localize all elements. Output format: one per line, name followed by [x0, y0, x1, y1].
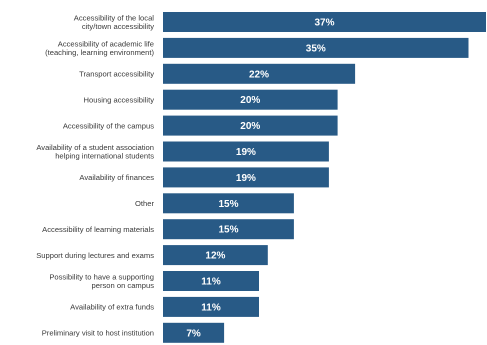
category-label-11: Availability of extra funds: [70, 303, 154, 312]
bar-9: [163, 245, 268, 266]
category-label-1: Accessibility of academic life (teaching,…: [45, 39, 154, 57]
category-label-0: Accessibility of the local city/town acce…: [74, 13, 155, 31]
category-label-9: Support during lectures and exams: [36, 251, 154, 260]
category-label-10: Possibility to have a supporting person o…: [49, 272, 154, 290]
value-label-12: 7%: [186, 328, 201, 339]
category-label-12: Preliminary visit to host institution: [42, 329, 154, 338]
category-label-2: Transport accessibility: [79, 70, 154, 79]
value-label-2: 22%: [249, 69, 269, 80]
bar-4: [163, 115, 338, 136]
category-label-7: Other: [135, 199, 154, 208]
value-label-1: 35%: [306, 43, 326, 54]
bar-8: [163, 219, 294, 240]
bar-5: [163, 141, 329, 162]
value-label-4: 20%: [240, 121, 260, 132]
category-label-6: Availability of finances: [79, 173, 154, 182]
category-label-5: Availability of a student association hel…: [36, 143, 154, 161]
value-label-5: 19%: [236, 147, 256, 158]
category-label-4: Accessibility of the campus: [63, 121, 154, 130]
bar-3: [163, 89, 338, 110]
category-label-8: Accessibility of learning materials: [42, 225, 154, 234]
bar-11: [163, 296, 259, 317]
bar-6: [163, 167, 329, 188]
bar-1: [163, 37, 469, 58]
value-label-10: 11%: [201, 277, 221, 288]
value-label-11: 11%: [201, 302, 221, 313]
value-label-8: 15%: [218, 225, 238, 236]
bar-10: [163, 271, 259, 291]
bar-2: [163, 63, 356, 84]
bar-0: [163, 12, 486, 32]
category-label-3: Housing accessibility: [84, 95, 155, 104]
value-label-3: 20%: [240, 95, 260, 106]
value-label-0: 37%: [314, 18, 334, 29]
value-label-6: 19%: [236, 173, 256, 184]
value-label-7: 15%: [218, 199, 238, 210]
bar-12: [163, 322, 225, 343]
value-label-9: 12%: [205, 251, 225, 262]
bar-7: [163, 193, 294, 214]
